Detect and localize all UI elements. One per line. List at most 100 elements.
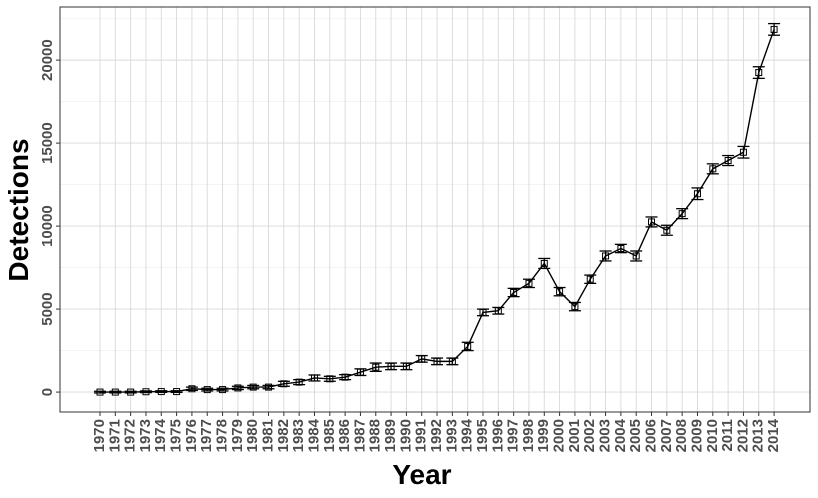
y-axis: 0 5000 10000 15000 20000 [39, 39, 60, 396]
x-tick-label: 1990 [397, 419, 414, 452]
x-tick-label: 1992 [428, 419, 445, 452]
x-tick-label: 1974 [152, 418, 169, 452]
data-point [295, 378, 303, 386]
data-point [280, 380, 288, 388]
error-bar [277, 380, 290, 387]
error-bar [170, 390, 183, 394]
error-bar [354, 368, 367, 377]
error-bar [247, 384, 260, 390]
data-point [678, 210, 686, 218]
data-point [142, 388, 150, 396]
x-tick-label: 1978 [214, 419, 231, 452]
error-bar [155, 390, 168, 394]
x-tick-label: 2014 [765, 418, 782, 452]
x-tick-label: 2012 [734, 419, 751, 452]
y-tick-label: 15000 [39, 122, 56, 164]
data-point [479, 308, 487, 316]
data-point [663, 226, 671, 234]
data-point [326, 375, 334, 383]
x-tick-label: 1981 [259, 419, 276, 452]
x-tick-label: 1988 [367, 419, 384, 452]
x-axis: 1970197119721973197419751976197719781979… [91, 412, 782, 452]
data-point [494, 307, 502, 315]
data-point [709, 165, 717, 173]
x-tick-label: 1986 [336, 419, 353, 452]
x-tick-label: 1989 [382, 419, 399, 452]
error-bar [752, 66, 765, 80]
x-tick-label: 2010 [704, 419, 721, 452]
data-point [402, 362, 410, 370]
data-point [127, 388, 135, 396]
error-bar [339, 374, 352, 381]
data-point [372, 363, 380, 371]
x-tick-label: 1980 [244, 419, 261, 452]
data-point [341, 373, 349, 381]
data-point [632, 252, 640, 260]
x-tick-label: 1973 [137, 419, 154, 452]
y-tick-label: 0 [39, 388, 56, 396]
data-point [418, 355, 426, 363]
x-tick-label: 1996 [489, 419, 506, 452]
x-tick-label: 1984 [305, 418, 322, 452]
x-tick-label: 1987 [351, 419, 368, 452]
data-point [464, 342, 472, 350]
data-point [510, 288, 518, 296]
error-bar [737, 145, 750, 159]
data-point [739, 148, 747, 156]
x-tick-label: 2009 [688, 419, 705, 452]
x-tick-label: 2002 [581, 419, 598, 452]
data-point [265, 383, 273, 391]
x-tick-label: 1971 [106, 419, 123, 452]
x-tick-label: 2006 [642, 419, 659, 452]
x-tick-label: 2005 [627, 419, 644, 452]
y-tick-label: 20000 [39, 39, 56, 81]
data-point [111, 388, 119, 396]
error-bar [691, 187, 704, 201]
x-tick-label: 1998 [520, 419, 537, 452]
data-point [525, 279, 533, 287]
x-tick-label: 1993 [443, 419, 460, 452]
x-tick-label: 1972 [122, 419, 139, 452]
data-point [540, 259, 548, 267]
x-tick-label: 2000 [551, 419, 568, 452]
error-bar [216, 387, 229, 392]
series-detections [94, 22, 781, 396]
error-bar [139, 390, 152, 394]
x-tick-label: 2011 [719, 419, 736, 452]
plot-panel [59, 6, 811, 413]
data-point [234, 384, 242, 392]
x-tick-label: 2008 [673, 419, 690, 452]
x-tick-label: 1991 [413, 419, 430, 452]
data-point [556, 288, 564, 296]
y-tick-label: 10000 [39, 205, 56, 247]
error-bar [768, 22, 781, 36]
error-bar [201, 387, 214, 392]
data-point [203, 386, 211, 394]
data-point [433, 357, 441, 365]
data-point [648, 218, 656, 226]
data-point [755, 69, 763, 77]
x-tick-label: 1985 [321, 419, 338, 452]
data-point [617, 245, 625, 253]
x-tick-label: 1994 [459, 418, 476, 452]
x-axis-title: Year [392, 459, 451, 490]
x-tick-label: 1983 [290, 419, 307, 452]
x-tick-label: 2004 [612, 418, 629, 452]
data-point [96, 388, 104, 396]
data-point [387, 362, 395, 370]
error-bar [262, 384, 275, 390]
data-point [310, 374, 318, 382]
data-point [586, 275, 594, 283]
x-tick-label: 2001 [566, 419, 583, 452]
error-bar [323, 375, 336, 382]
error-bar [293, 378, 306, 386]
x-tick-label: 1995 [474, 419, 491, 452]
data-point [448, 357, 456, 365]
data-point [157, 388, 165, 396]
error-bar [94, 390, 106, 394]
error-bar [231, 385, 244, 391]
error-bar [185, 386, 198, 392]
x-tick-label: 1979 [229, 419, 246, 452]
data-point [770, 25, 778, 33]
